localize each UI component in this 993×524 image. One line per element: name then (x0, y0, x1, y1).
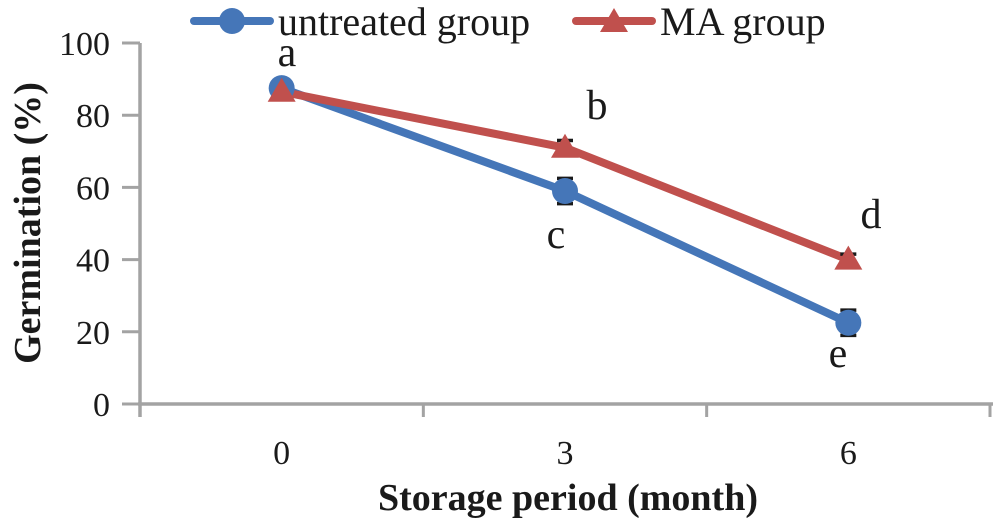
annotation-letter-c: c (547, 212, 566, 258)
data-point-circle (552, 178, 578, 205)
data-point-circle (835, 309, 862, 336)
x-tick-label: 3 (557, 435, 574, 472)
x-axis-title: Storage period (month) (378, 477, 758, 519)
annotation-letter-b: b (587, 83, 608, 129)
y-tick-label: 20 (76, 315, 110, 352)
chart-legend: untreated group MA group (0, 0, 993, 46)
legend-line-circle-icon (190, 4, 274, 38)
data-point-triangle (267, 77, 296, 102)
y-tick-label: 40 (76, 243, 110, 280)
annotation-letter-a: a (278, 30, 297, 76)
series-line-untreated-group (277, 84, 853, 327)
data-point-triangle (834, 245, 863, 270)
x-tick-label: 0 (273, 435, 290, 472)
annotation-letter-e: e (829, 331, 848, 377)
data-point-triangle (551, 133, 579, 158)
legend-item-untreated-group: untreated group (190, 0, 530, 46)
legend-label-untreated-group: untreated group (278, 0, 531, 44)
legend-label-ma-group: MA group (660, 0, 826, 44)
y-tick-label: 0 (93, 387, 110, 424)
x-tick-label: 6 (840, 435, 857, 472)
y-tick-label: 60 (76, 170, 110, 207)
legend-line-triangle-icon (572, 4, 656, 38)
legend-item-ma-group: MA group (572, 0, 826, 46)
y-tick-label: 80 (76, 98, 110, 135)
annotation-letter-d: d (861, 192, 882, 238)
y-tick-label: 100 (59, 26, 110, 63)
